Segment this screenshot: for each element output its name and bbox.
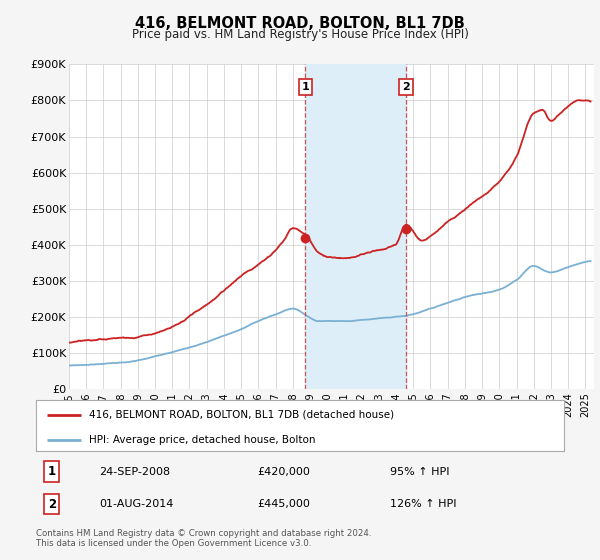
Text: Price paid vs. HM Land Registry's House Price Index (HPI): Price paid vs. HM Land Registry's House … [131,28,469,41]
Text: 1: 1 [301,82,309,92]
Text: 01-AUG-2014: 01-AUG-2014 [100,499,174,509]
Text: 2: 2 [48,497,56,511]
Text: 126% ↑ HPI: 126% ↑ HPI [390,499,456,509]
Bar [305,64,406,389]
Text: 24-SEP-2008: 24-SEP-2008 [100,466,170,477]
Text: 416, BELMONT ROAD, BOLTON, BL1 7DB (detached house): 416, BELMONT ROAD, BOLTON, BL1 7DB (deta… [89,409,394,419]
Text: £445,000: £445,000 [258,499,311,509]
Text: HPI: Average price, detached house, Bolton: HPI: Average price, detached house, Bolt… [89,435,316,445]
Text: 416, BELMONT ROAD, BOLTON, BL1 7DB: 416, BELMONT ROAD, BOLTON, BL1 7DB [135,16,465,31]
Text: 95% ↑ HPI: 95% ↑ HPI [390,466,449,477]
Text: 1: 1 [48,465,56,478]
Text: 2: 2 [402,82,410,92]
Text: £420,000: £420,000 [258,466,311,477]
Text: Contains HM Land Registry data © Crown copyright and database right 2024.: Contains HM Land Registry data © Crown c… [36,529,371,538]
Text: This data is licensed under the Open Government Licence v3.0.: This data is licensed under the Open Gov… [36,539,311,548]
